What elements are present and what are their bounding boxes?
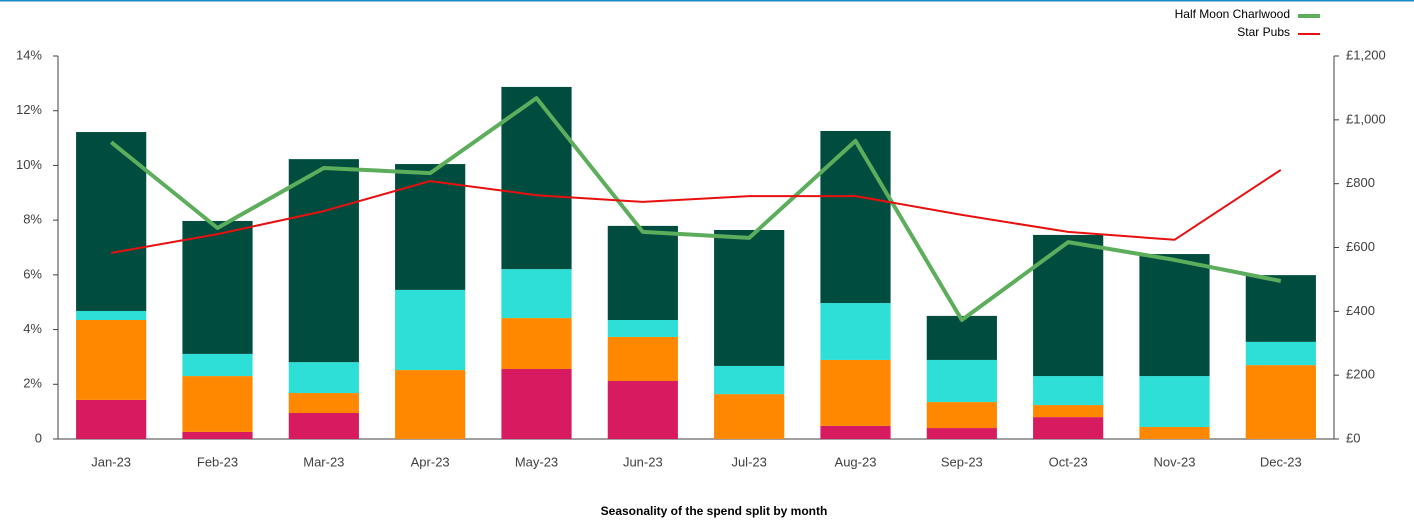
x-tick-label: Aug-23 [835,454,877,469]
bar-segment [501,368,572,439]
bar-segment [607,319,678,337]
bar-segment [820,130,891,304]
bar-segment [395,289,466,371]
y-tick-label: 6% [23,266,42,281]
x-tick-label: Jun-23 [623,454,663,469]
y2-tick-label: £1,200 [1346,47,1386,62]
bar-segment [926,359,997,403]
bar-segment [288,413,359,439]
bar-segment [1245,275,1316,342]
y-tick-label: 2% [23,376,42,391]
y2-tick-label: £600 [1346,239,1375,254]
bar-segment [182,220,253,354]
legend-label: Star Pubs [1237,25,1290,39]
bar-segment [714,229,785,366]
bar-segment [607,336,678,382]
legend-label: Half Moon Charlwood [1175,7,1290,21]
bar-segment [182,376,253,432]
bar-segment [288,393,359,414]
bar-segment [501,86,572,270]
bar-segment [182,353,253,377]
bar-segment [288,159,359,363]
bar-segment [182,431,253,439]
bar-segment [820,425,891,439]
bar-segment [820,303,891,360]
x-tick-label: Dec-23 [1260,454,1302,469]
line-series [109,96,1282,322]
x-tick-label: Sep-23 [941,454,983,469]
y2-tick-label: £400 [1346,303,1375,318]
bar-segment [76,399,147,439]
x-tick-label: Jan-23 [91,454,131,469]
bar-segment [607,225,678,320]
x-tick-label: May-23 [515,454,558,469]
bar-segment [76,132,147,311]
y2-tick-label: £200 [1346,367,1375,382]
bar-segment [714,394,785,439]
bar-segment [714,365,785,395]
y2-tick-label: £0 [1346,430,1360,445]
bar-segment [926,402,997,429]
bar-segment [1139,376,1210,427]
y2-tick-label: £800 [1346,175,1375,190]
bar-segment [501,269,572,319]
bar-segment [1245,341,1316,366]
bar-segment [926,315,997,360]
bar-segment [1033,234,1104,377]
x-tick-label: Jul-23 [731,454,766,469]
bar-segment [1139,426,1210,439]
bar-segment [395,370,466,439]
x-tick-label: Apr-23 [411,454,450,469]
bar-segment [288,362,359,394]
y-tick-label: 0 [35,430,42,445]
bar-segment [76,319,147,400]
bar-segment [607,381,678,439]
y-tick-label: 14% [16,47,42,62]
x-tick-label: Nov-23 [1154,454,1196,469]
bar-segment [1139,254,1210,377]
bar-segment [501,318,572,369]
x-tick-label: Feb-23 [197,454,238,469]
y-tick-label: 4% [23,321,42,336]
bar-segment [1033,405,1104,418]
bar-segment [1245,365,1316,439]
line-series [111,169,1282,254]
bar-segment [1033,376,1104,406]
x-tick-label: Oct-23 [1049,454,1088,469]
chart-title: Seasonality of the spend split by month [601,504,828,518]
y-tick-label: 10% [16,157,42,172]
y-tick-label: 12% [16,102,42,117]
y2-tick-label: £1,000 [1346,111,1386,126]
y-tick-label: 8% [23,212,42,227]
bar-segment [395,164,466,290]
x-tick-label: Mar-23 [303,454,344,469]
bar-segment [76,310,147,320]
bar-segment [926,428,997,439]
bar-segment [1033,417,1104,439]
bar-segment [820,359,891,426]
